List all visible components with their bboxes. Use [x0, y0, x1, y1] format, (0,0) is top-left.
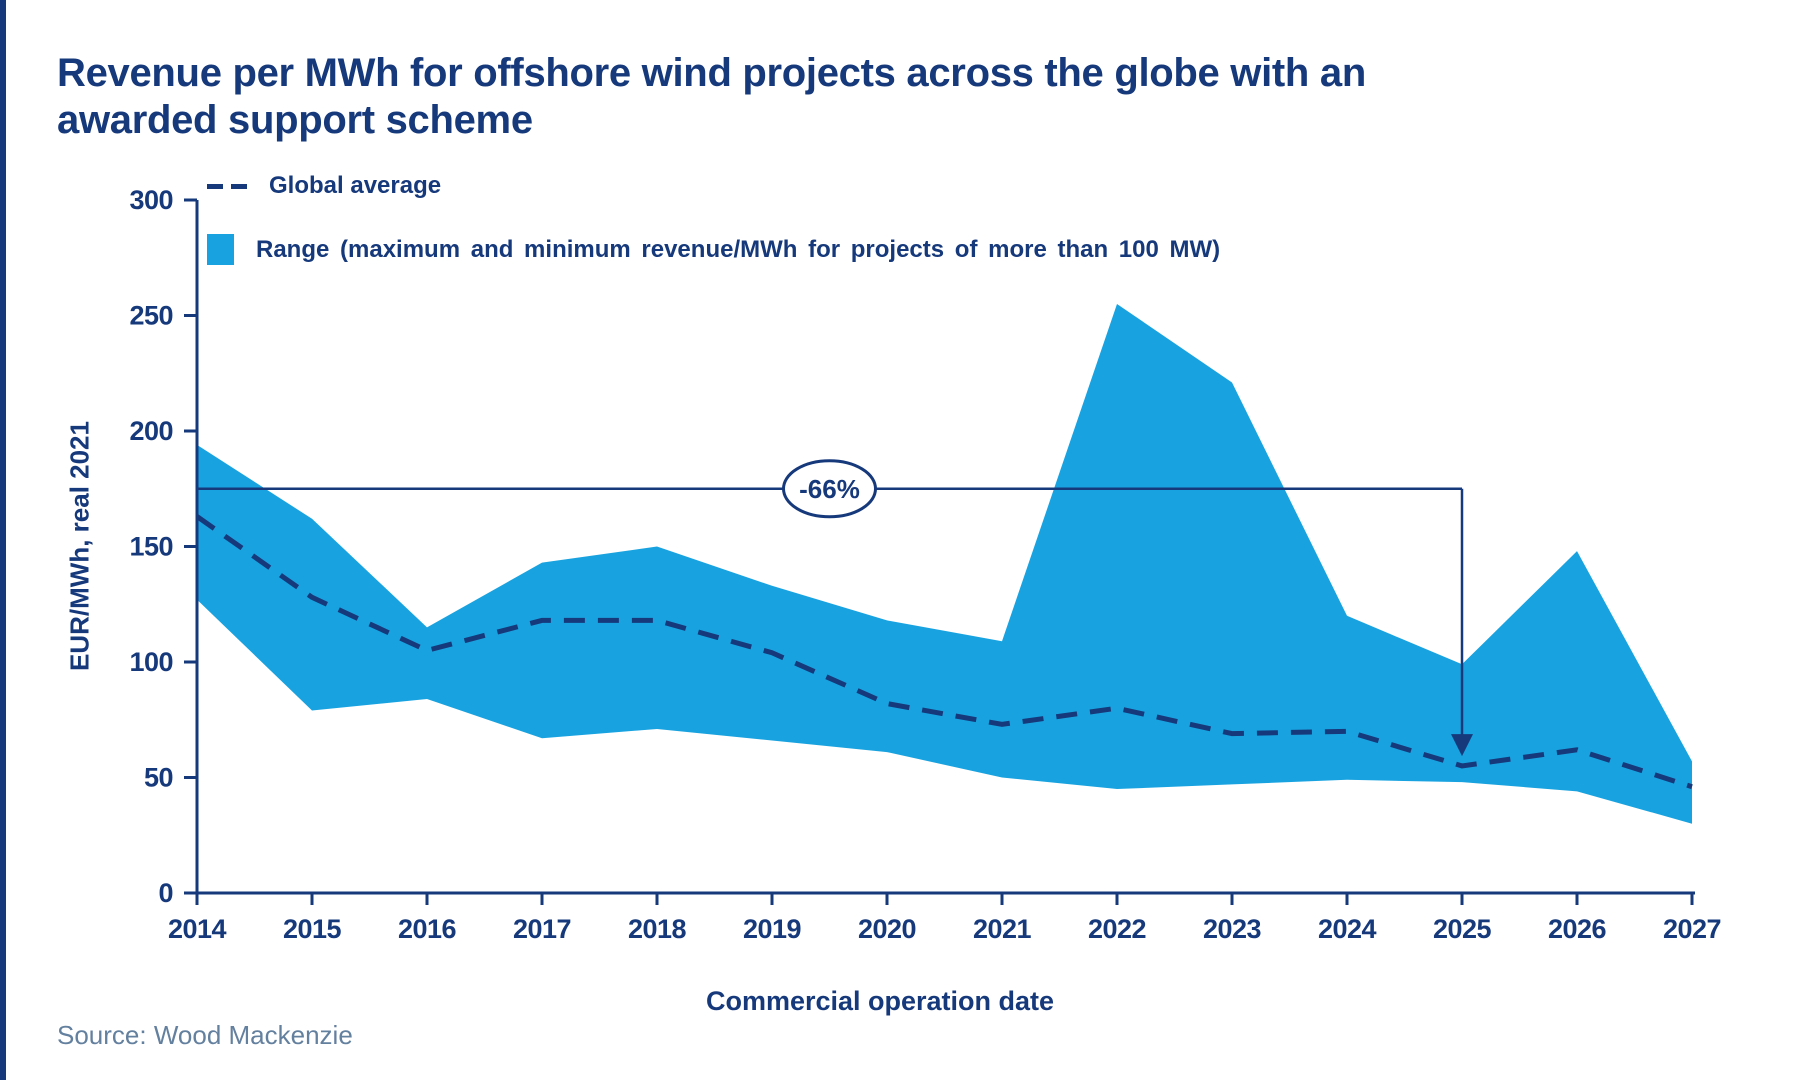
chart-canvas: 0 50 100 150 200 250 300 2014 2015 2016 2017 2018 20… [0, 0, 1800, 1080]
area-swatch-icon [207, 234, 234, 265]
x-tick-label: 2023 [1203, 914, 1262, 944]
x-tick-label: 2024 [1318, 914, 1377, 944]
y-tick-label: 150 [129, 532, 173, 562]
axes [184, 200, 1695, 905]
x-tick-label: 2021 [973, 914, 1032, 944]
x-tick-label: 2019 [743, 914, 802, 944]
legend-item-range: Range (maximum and minimum revenue/MWh f… [207, 234, 1220, 265]
x-tick-label: 2014 [168, 914, 227, 944]
x-tick-label: 2016 [398, 914, 457, 944]
x-tick-label: 2015 [283, 914, 342, 944]
x-axis-title: Commercial operation date [706, 986, 1054, 1017]
y-tick-label: 300 [129, 185, 173, 215]
x-tick-label: 2017 [513, 914, 571, 944]
legend-label: Global average [269, 172, 441, 200]
dashed-line-swatch-icon [207, 184, 247, 189]
chart-legend: Global average Range (maximum and minimu… [207, 172, 1220, 299]
x-tick-label: 2027 [1663, 914, 1721, 944]
y-tick-label: 200 [129, 416, 173, 446]
x-tick-label: 2022 [1088, 914, 1146, 944]
legend-label: Range (maximum and minimum revenue/MWh f… [256, 236, 1220, 264]
y-tick-label: 0 [158, 878, 173, 908]
x-tick-label: 2020 [858, 914, 916, 944]
x-tick-label: 2026 [1548, 914, 1607, 944]
annotation-label: -66% [799, 474, 860, 504]
source-note: Source: Wood Mackenzie [57, 1020, 353, 1051]
y-tick-label: 250 [129, 301, 173, 331]
legend-item-global-average: Global average [207, 172, 1220, 200]
range-band-area [197, 304, 1692, 824]
y-tick-label: 50 [144, 763, 173, 793]
x-tick-label: 2025 [1433, 914, 1492, 944]
chart-page: Revenue per MWh for offshore wind projec… [0, 0, 1800, 1080]
y-tick-label: 100 [129, 647, 173, 677]
x-tick-label: 2018 [628, 914, 687, 944]
y-axis-title: EUR/MWh, real 2021 [65, 421, 96, 671]
